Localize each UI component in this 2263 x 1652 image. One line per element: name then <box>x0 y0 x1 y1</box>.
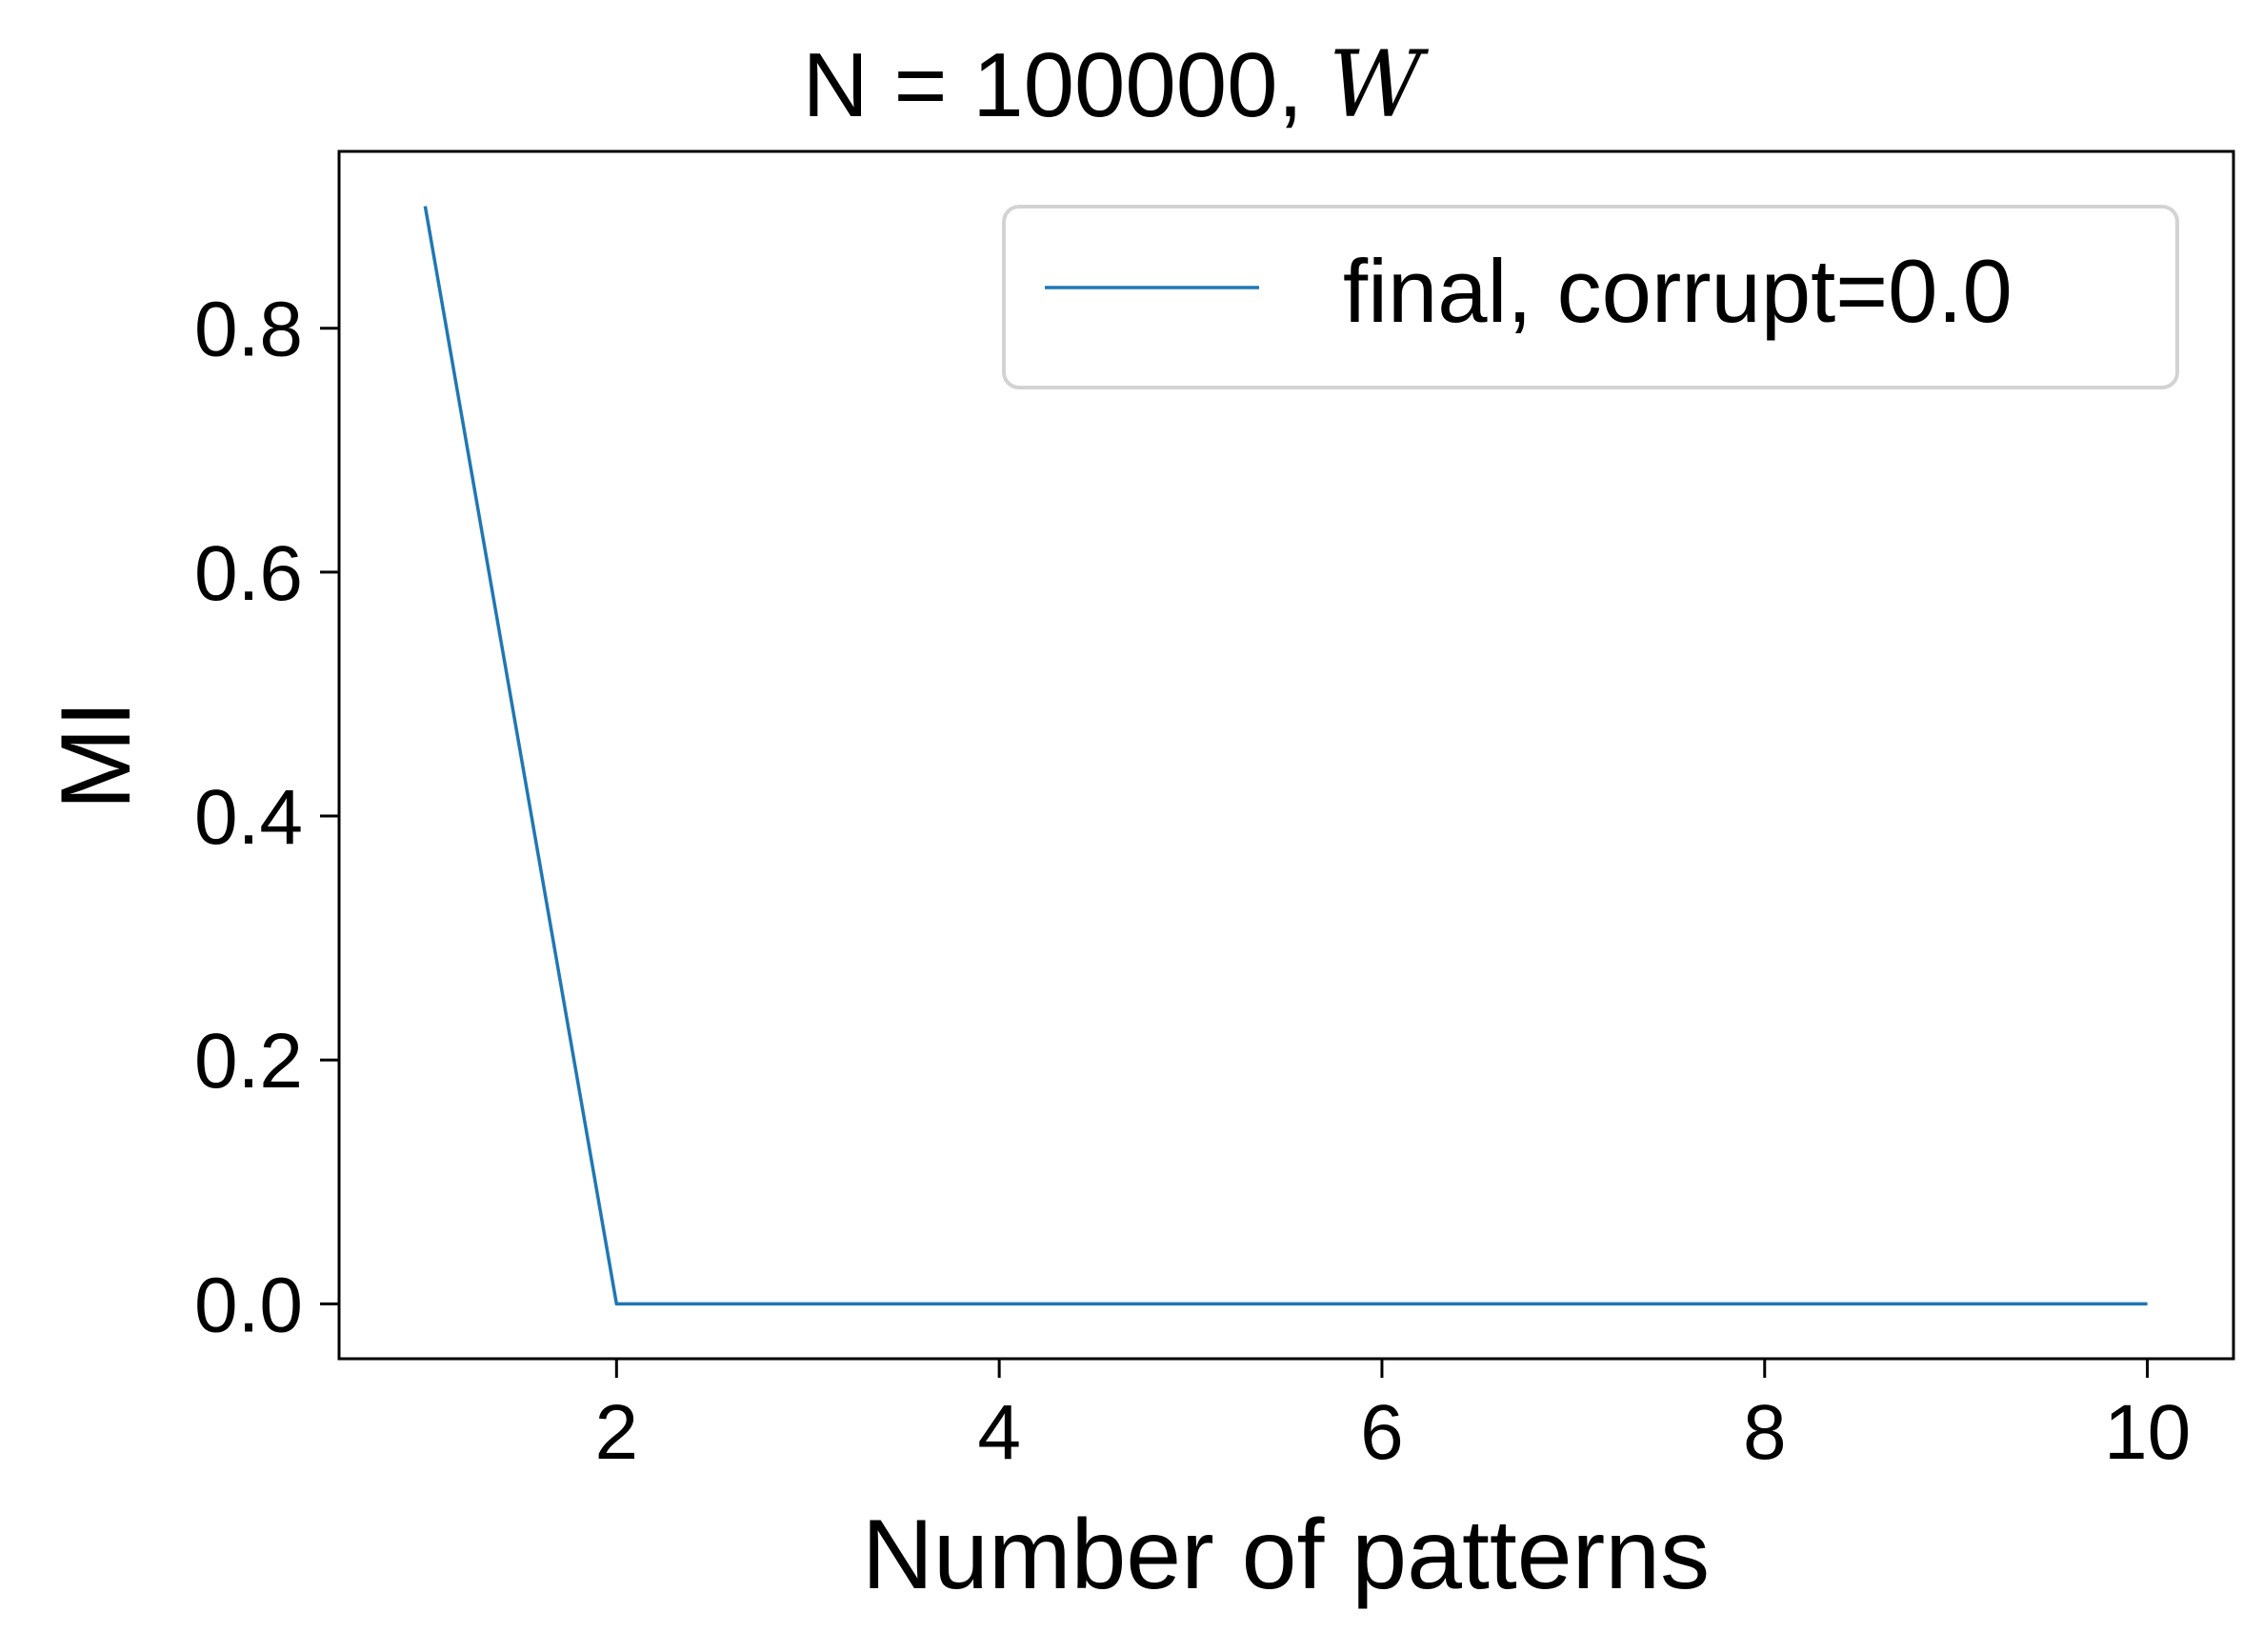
legend-box <box>1002 205 2179 389</box>
y-tick-label: 0.6 <box>194 530 303 617</box>
chart-title-prefix: N = 100000, <box>802 34 1328 136</box>
x-axis-label: Number of patterns <box>862 1500 1710 1610</box>
series-line <box>423 206 2148 1306</box>
chart-title-variable: W <box>1329 31 1430 138</box>
legend: final, corrupt=0.0 <box>1002 205 2179 389</box>
series-layer <box>423 206 2148 1306</box>
y-tick-label: 0.8 <box>194 287 303 373</box>
chart-title: N = 100000, W <box>802 31 1429 138</box>
y-tick-label: 0.2 <box>194 1018 303 1105</box>
x-tick-label: 4 <box>977 1389 1021 1476</box>
legend-label: final, corrupt=0.0 <box>1343 241 2013 341</box>
x-tick-label: 2 <box>595 1389 639 1476</box>
y-tick-label: 0.0 <box>194 1262 303 1348</box>
x-axis-ticks: 2 4 6 8 10 <box>595 1359 2191 1476</box>
x-tick-label: 8 <box>1743 1389 1787 1476</box>
y-tick-label: 0.4 <box>194 774 303 861</box>
y-axis-label: MI <box>41 700 151 810</box>
y-axis-ticks: 0.0 0.2 0.4 0.6 0.8 <box>194 287 339 1348</box>
x-tick-label: 6 <box>1360 1389 1404 1476</box>
x-tick-label: 10 <box>2104 1389 2191 1476</box>
axes-frame <box>337 149 2235 1361</box>
